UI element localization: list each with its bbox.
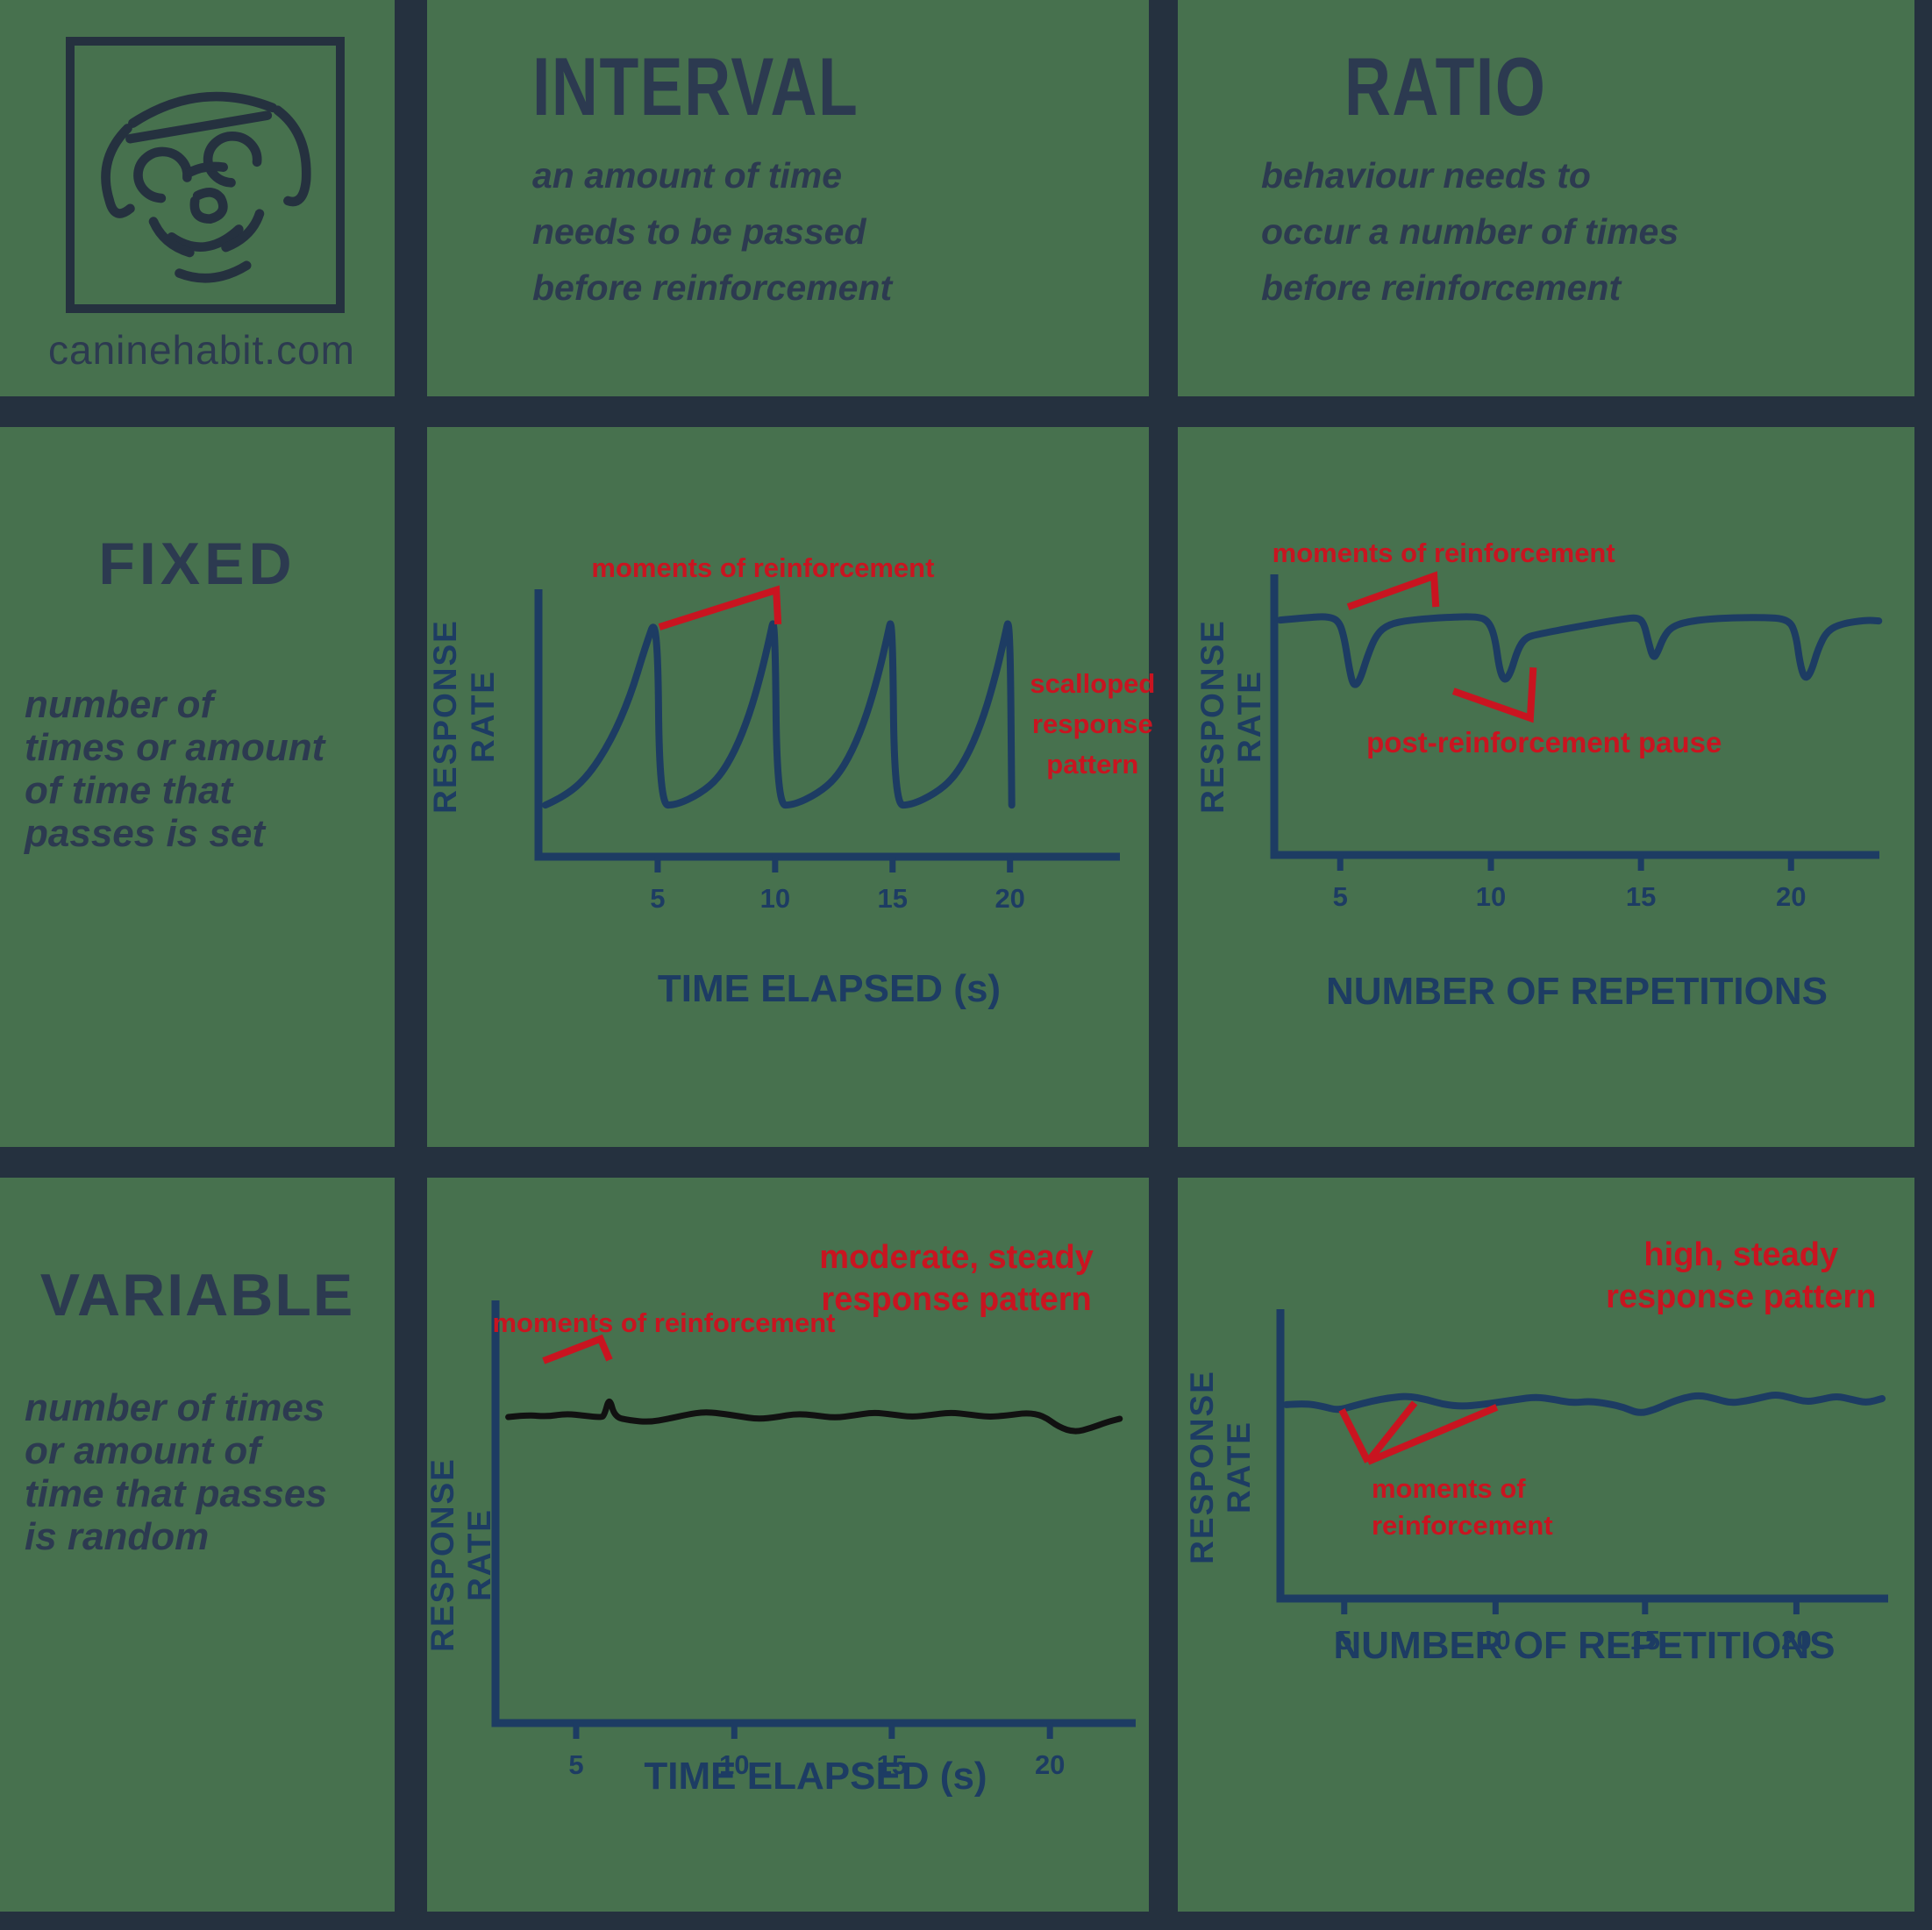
fixed-interval-plot: 5 10 15 20 TIME ELAPSED (s) RESPONSE RATE [427, 585, 1120, 1010]
vertical-divider-2 [1149, 0, 1178, 1930]
interval-title: INTERVAL [532, 40, 859, 132]
fixed-description: number of times or amount of time that pass… [25, 683, 325, 855]
x-tick-label: 20 [1776, 881, 1806, 912]
x-tick-label: 10 [719, 1749, 749, 1780]
right-edge-strip [1914, 0, 1932, 1930]
fixed-ratio-plot: 5 10 15 20 NUMBER OF REPETITIONS RESPONSE RATE [1194, 571, 1883, 1013]
moments-of-reinforcement-label: moments of reinforcement [591, 552, 935, 583]
variable-title: VARIABLE [39, 1262, 355, 1328]
scalloped-response-pattern-label: scalloped response pattern [1030, 668, 1156, 780]
x-tick-label: 15 [877, 1749, 907, 1780]
x-tick-label: 5 [650, 883, 665, 914]
x-tick-label: 10 [1480, 1625, 1510, 1656]
dog-face-logo-icon [101, 91, 311, 283]
ratio-title: RATIO [1344, 40, 1547, 132]
moderate-steady-label: moderate, steady response pattern [819, 1239, 1094, 1319]
fixed-ratio-series [1276, 613, 1883, 688]
x-tick-label: 5 [1337, 1625, 1351, 1656]
fixed-interval-chart: 5 10 15 20 TIME ELAPSED (s) RESPONSE RATE momen… [427, 427, 1155, 1147]
moments-of-reinforcement-label: moments of reinforcement [492, 1307, 836, 1339]
site-name: caninehabit.com [48, 327, 355, 373]
y-axis-label: RATE [1231, 670, 1267, 763]
horizontal-divider-1 [0, 396, 1932, 427]
interval-description: an amount of time needs to be passed befor… [532, 155, 893, 308]
x-tick-label: 10 [1476, 881, 1506, 912]
x-tick-label: 10 [760, 883, 790, 914]
ratio-header-cell: RATIO behaviour needs to occur a number o… [1178, 0, 1914, 396]
variable-interval-series [505, 1398, 1123, 1435]
fixed-row-cell: FIXED number of times or amount of time th… [0, 427, 395, 1147]
y-axis-label: RESPONSE [427, 619, 463, 814]
moments-pointer-left-line [1338, 1408, 1372, 1464]
variable-ratio-chart: 5 10 15 20 NUMBER OF REPETITIONS RESPONSE RATE… [1178, 1178, 1914, 1912]
interval-header-cell: INTERVAL an amount of time needs to be pa… [427, 0, 1149, 396]
variable-interval-plot: 5 10 15 20 TIME ELAPSED (s) RESPONSE RATE [427, 1300, 1136, 1798]
moments-pointer-mid-line [1365, 1400, 1418, 1464]
high-steady-label: high, steady response pattern [1606, 1236, 1877, 1315]
fixed-ratio-chart: 5 10 15 20 NUMBER OF REPETITIONS RESPONSE RATE… [1178, 427, 1914, 1147]
moments-of-reinforcement-label: moments of reinforcement [1371, 1473, 1553, 1542]
axes [1270, 574, 1879, 859]
vertical-divider-1 [395, 0, 427, 1930]
y-axis-label: RATE [1221, 1421, 1257, 1513]
x-tick-label: 15 [1630, 1625, 1660, 1656]
y-axis-label: RATE [461, 1508, 497, 1601]
moments-pointer-right-line [1366, 1404, 1499, 1465]
x-axis-label: TIME ELAPSED (s) [658, 967, 1001, 1010]
ratio-description: behaviour needs to occur a number of time… [1261, 155, 1679, 308]
variable-row-cell: VARIABLE number of times or amount of time… [0, 1178, 395, 1912]
axes [534, 589, 1120, 861]
post-reinforcement-pause-label: post-reinforcement pause [1366, 726, 1722, 759]
pause-pointer-line [1451, 667, 1537, 723]
y-axis-label: RESPONSE [1194, 619, 1230, 814]
axes [1276, 1309, 1888, 1603]
bottom-edge-strip [0, 1912, 1932, 1930]
x-axis-label: NUMBER OF REPETITIONS [1326, 970, 1828, 1013]
x-tick-label: 15 [1626, 881, 1656, 912]
fixed-title: FIXED [98, 531, 296, 597]
fixed-interval-series [541, 620, 1016, 809]
moments-of-reinforcement-label: moments of reinforcement [1272, 537, 1615, 568]
x-tick-label: 5 [568, 1749, 583, 1780]
axes [491, 1300, 1136, 1727]
y-axis-label: RESPONSE [1184, 1370, 1220, 1564]
y-axis-label: RATE [465, 670, 501, 763]
x-tick-label: 5 [1333, 881, 1348, 912]
variable-description: number of times or amount of time that pas… [25, 1386, 327, 1558]
x-tick-label: 20 [995, 883, 1024, 914]
moments-pointer-line [658, 585, 782, 630]
x-axis-label: TIME ELAPSED (s) [644, 1755, 987, 1798]
x-tick-label: 20 [1781, 1625, 1811, 1656]
x-axis-label: NUMBER OF REPETITIONS [1333, 1624, 1835, 1667]
logo-frame [66, 37, 345, 313]
moments-pointer-line [542, 1334, 613, 1364]
variable-ratio-series [1282, 1392, 1886, 1416]
variable-interval-chart: 5 10 15 20 TIME ELAPSED (s) RESPONSE RATE moder… [427, 1178, 1149, 1912]
brand-cell: caninehabit.com [0, 0, 395, 396]
y-axis-label: RESPONSE [427, 1457, 460, 1652]
x-tick-label: 15 [878, 883, 908, 914]
horizontal-divider-2 [0, 1147, 1932, 1178]
x-tick-label: 20 [1035, 1749, 1065, 1780]
moments-pointer-line [1346, 571, 1440, 610]
